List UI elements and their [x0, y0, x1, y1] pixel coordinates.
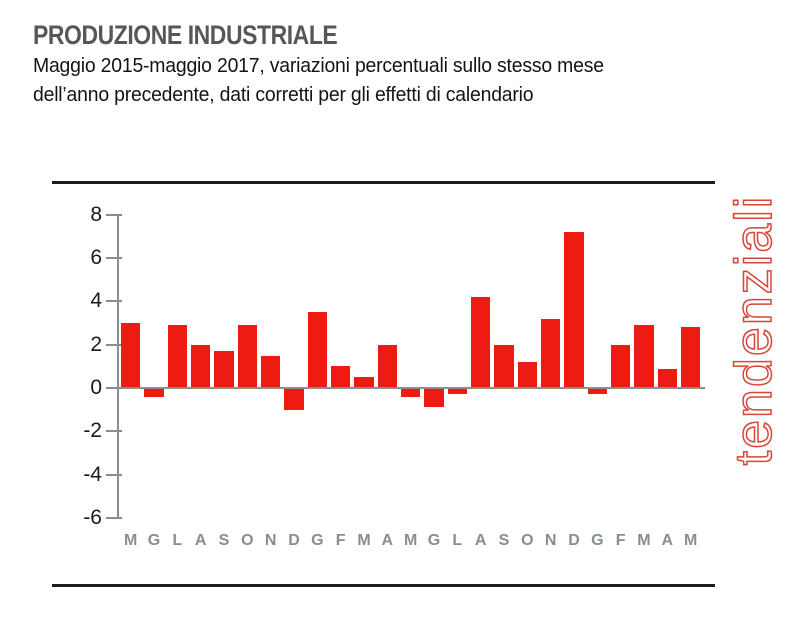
y-axis-tick	[106, 300, 122, 303]
y-axis-tick	[106, 516, 122, 519]
page-title: PRODUZIONE INDUSTRIALE	[33, 20, 338, 50]
y-axis-tick	[106, 387, 122, 389]
bar	[144, 389, 164, 397]
x-axis-label: S	[498, 532, 510, 549]
x-axis-label: M	[403, 532, 418, 549]
y-axis-tick-label: 2	[90, 332, 102, 356]
bar	[517, 362, 537, 388]
y-axis-tick	[106, 430, 122, 433]
y-axis-tick	[106, 213, 122, 216]
x-axis-label: F	[335, 532, 346, 549]
x-axis-label: A	[194, 532, 207, 549]
x-axis-label: A	[381, 532, 394, 549]
bar	[447, 389, 467, 395]
x-axis-label: L	[452, 532, 463, 549]
x-axis-label: D	[288, 532, 300, 549]
y-axis-tick-label: -6	[83, 505, 102, 529]
bar	[307, 312, 328, 388]
bar	[494, 344, 514, 388]
x-axis-label: G	[591, 532, 604, 549]
x-axis-label: M	[357, 532, 371, 549]
x-axis-label: L	[172, 532, 183, 549]
bar	[400, 389, 421, 397]
bar	[237, 325, 258, 388]
x-axis-label: N	[264, 532, 277, 549]
y-axis-tick	[106, 257, 122, 260]
y-axis-tick-label: -4	[83, 462, 102, 486]
y-axis-tick	[106, 473, 122, 476]
y-axis-tick-label: 8	[90, 202, 102, 226]
x-axis-label: M	[683, 532, 698, 549]
bar	[587, 389, 607, 395]
side-label-tendenziali: tendenziali	[724, 194, 784, 466]
x-axis-label: N	[544, 532, 557, 549]
x-axis-label: S	[218, 532, 230, 549]
y-axis-tick-label: 4	[90, 289, 102, 313]
side-label-wrap: tendenziali	[724, 180, 784, 480]
y-axis-tick-label: -2	[83, 419, 102, 443]
x-axis-label: M	[124, 532, 138, 549]
x-axis-label: O	[521, 532, 534, 549]
y-axis-tick-label: 6	[90, 246, 102, 270]
top-rule	[52, 181, 715, 184]
bar	[167, 325, 188, 388]
bar	[377, 344, 398, 388]
bar	[470, 297, 491, 388]
x-axis-label: G	[427, 532, 441, 549]
zero-line	[117, 387, 705, 389]
bar	[330, 366, 351, 388]
bar	[564, 232, 584, 388]
x-axis-label: M	[637, 532, 651, 549]
bar	[190, 344, 211, 388]
bar	[657, 368, 677, 388]
x-axis-label: G	[147, 532, 161, 549]
page-subtitle: Maggio 2015-maggio 2017, variazioni perc…	[33, 55, 604, 106]
x-axis-label: O	[241, 532, 254, 549]
y-axis-line	[117, 214, 119, 519]
x-axis-label: D	[568, 532, 580, 549]
bar	[121, 323, 141, 388]
bar	[260, 355, 281, 388]
bar	[424, 389, 444, 408]
bottom-rule	[52, 584, 715, 587]
x-axis-label: A	[474, 532, 487, 549]
x-axis-label: A	[661, 532, 674, 549]
bar	[634, 325, 654, 388]
bar	[284, 389, 304, 410]
bar	[214, 351, 234, 388]
bar	[354, 377, 374, 388]
bar	[610, 344, 631, 388]
bar	[540, 318, 561, 388]
x-axis-label: F	[615, 532, 626, 549]
y-axis-tick-label: 0	[90, 376, 102, 399]
bar	[680, 327, 701, 388]
x-axis-label: G	[311, 532, 324, 549]
y-axis-tick	[106, 343, 122, 346]
